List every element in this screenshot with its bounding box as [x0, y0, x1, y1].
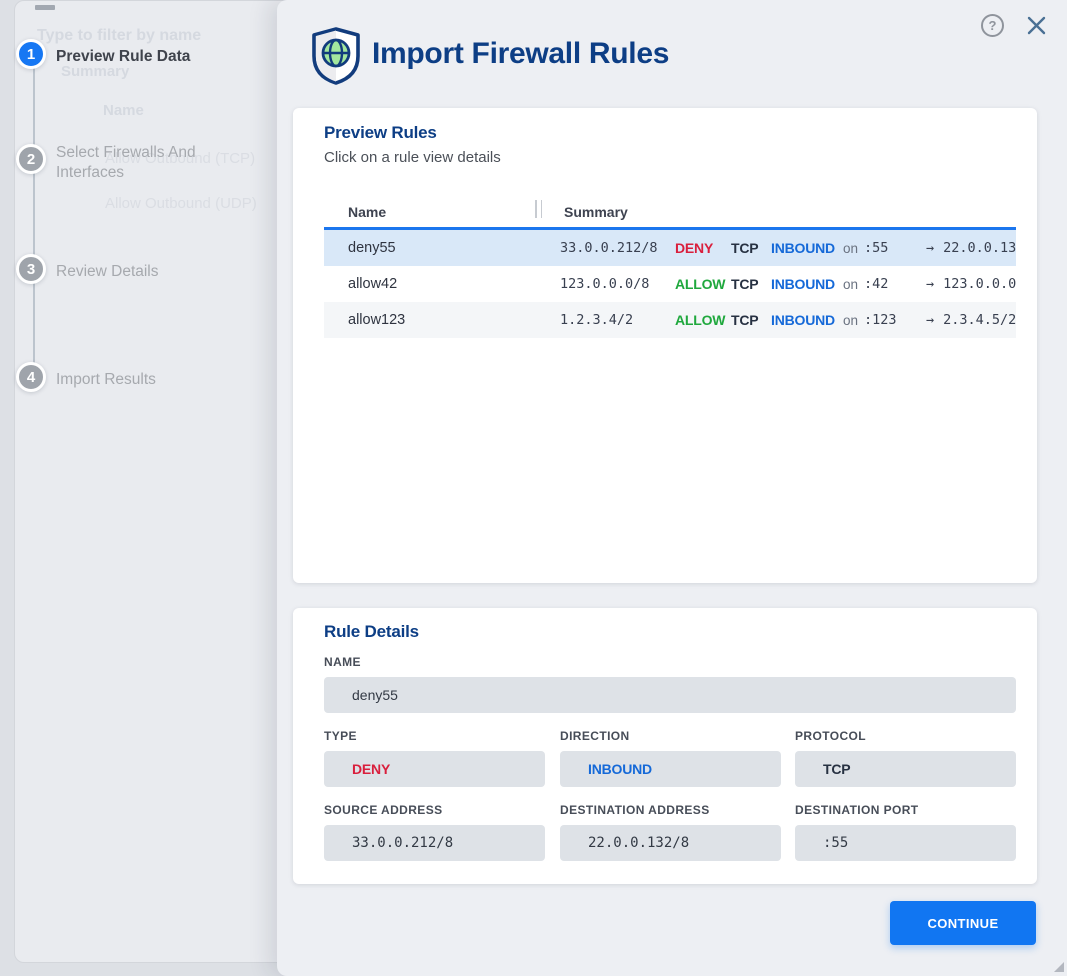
resize-grip-icon[interactable]: [1054, 962, 1064, 972]
arrow-right-icon: →: [926, 312, 935, 328]
rule-action: ALLOW: [675, 276, 726, 292]
rule-on-word: on: [843, 240, 859, 256]
rule-direction: INBOUND: [771, 312, 835, 328]
table-header-underline: [324, 227, 1016, 230]
rule-port: :42: [864, 276, 889, 292]
rule-destination: 22.0.0.132/8: [943, 240, 1016, 256]
protocol-field-label: PROTOCOL: [795, 729, 866, 743]
rule-destination: 2.3.4.5/2: [943, 312, 1016, 328]
help-button[interactable]: ?: [981, 14, 1004, 37]
step-4-circle[interactable]: 4: [16, 362, 46, 392]
rule-port: :55: [864, 240, 889, 256]
table-header: Name Summary: [324, 196, 1016, 227]
source-address-field-value: 33.0.0.212/8: [324, 825, 545, 861]
table-row[interactable]: allow42 123.0.0.0/8 ALLOW TCP INBOUND on…: [324, 266, 1016, 302]
wizard-stepper: 1 Preview Rule Data 2 Select Firewalls A…: [0, 0, 277, 976]
preview-rules-title: Preview Rules: [324, 123, 437, 142]
background-name-label: Name: [103, 102, 144, 119]
stepper-connector-line: [33, 57, 35, 380]
arrow-right-icon: →: [926, 276, 935, 292]
table-row[interactable]: allow123 1.2.3.4/2 ALLOW TCP INBOUND on …: [324, 302, 1016, 338]
import-firewall-rules-modal: Import Firewall Rules ? Preview Rules Cl…: [277, 0, 1067, 976]
step-2-label[interactable]: Select Firewalls And Interfaces: [56, 144, 196, 181]
rule-name: deny55: [348, 240, 396, 256]
table-row[interactable]: deny55 33.0.0.212/8 DENY TCP INBOUND on …: [324, 230, 1016, 266]
rule-protocol: TCP: [731, 312, 759, 328]
step-1-label[interactable]: Preview Rule Data: [56, 48, 191, 65]
rule-source: 33.0.0.212/8: [560, 240, 658, 256]
step-4-label[interactable]: Import Results: [56, 371, 156, 388]
rule-protocol: TCP: [731, 240, 759, 256]
rule-source: 123.0.0.0/8: [560, 276, 650, 292]
step-2-circle[interactable]: 2: [16, 144, 46, 174]
rule-on-word: on: [843, 276, 859, 292]
step-3-circle[interactable]: 3: [16, 254, 46, 284]
background-rule-tcp: Allow Outbound (TCP): [105, 150, 256, 167]
direction-field-label: DIRECTION: [560, 729, 630, 743]
step-1-circle[interactable]: 1: [16, 39, 46, 69]
rule-port: :123: [864, 312, 897, 328]
destination-address-field-label: DESTINATION ADDRESS: [560, 803, 710, 817]
rules-table: Name Summary deny55 33.0.0.212/8 DENY TC…: [324, 196, 1016, 338]
protocol-field-value: TCP: [795, 751, 1016, 787]
rule-name: allow42: [348, 276, 398, 292]
background-logo-fragment: [35, 5, 55, 10]
question-mark-icon: ?: [988, 18, 997, 33]
type-field-value: DENY: [324, 751, 545, 787]
column-header-name: Name: [348, 203, 387, 220]
modal-title: Import Firewall Rules: [372, 37, 670, 70]
name-field-label: NAME: [324, 655, 361, 669]
step-3-label[interactable]: Review Details: [56, 263, 159, 280]
background-summary-label: Summary: [61, 63, 130, 80]
rule-details-title: Rule Details: [324, 622, 419, 641]
destination-port-field-value: :55: [795, 825, 1016, 861]
column-resize-handle[interactable]: [535, 200, 542, 218]
preview-rules-subtitle: Click on a rule view details: [324, 149, 501, 166]
shield-globe-icon: [312, 27, 360, 85]
source-address-field-label: SOURCE ADDRESS: [324, 803, 443, 817]
rule-action: ALLOW: [675, 312, 726, 328]
name-field-value: deny55: [324, 677, 1016, 713]
rule-direction: INBOUND: [771, 276, 835, 292]
rule-name: allow123: [348, 312, 406, 328]
preview-rules-card: Preview Rules Click on a rule view detai…: [293, 108, 1037, 583]
column-header-summary: Summary: [564, 203, 628, 220]
continue-button[interactable]: CONTINUE: [890, 901, 1036, 945]
background-filter-placeholder: Type to filter by name: [37, 27, 202, 44]
rule-source: 1.2.3.4/2: [560, 312, 634, 328]
type-field-label: TYPE: [324, 729, 357, 743]
rule-direction: INBOUND: [771, 240, 835, 256]
x-icon: [1027, 16, 1046, 35]
rule-destination: 123.0.0.0/8: [943, 276, 1016, 292]
direction-field-value: INBOUND: [560, 751, 781, 787]
destination-port-field-label: DESTINATION PORT: [795, 803, 919, 817]
rule-on-word: on: [843, 312, 859, 328]
rule-details-card: Rule Details NAME deny55 TYPE DENY DIREC…: [293, 608, 1037, 884]
rule-protocol: TCP: [731, 276, 759, 292]
arrow-right-icon: →: [926, 240, 935, 256]
rule-action: DENY: [675, 240, 714, 256]
destination-address-field-value: 22.0.0.132/8: [560, 825, 781, 861]
background-rule-udp: Allow Outbound (UDP): [105, 195, 257, 212]
close-button[interactable]: [1025, 14, 1048, 37]
